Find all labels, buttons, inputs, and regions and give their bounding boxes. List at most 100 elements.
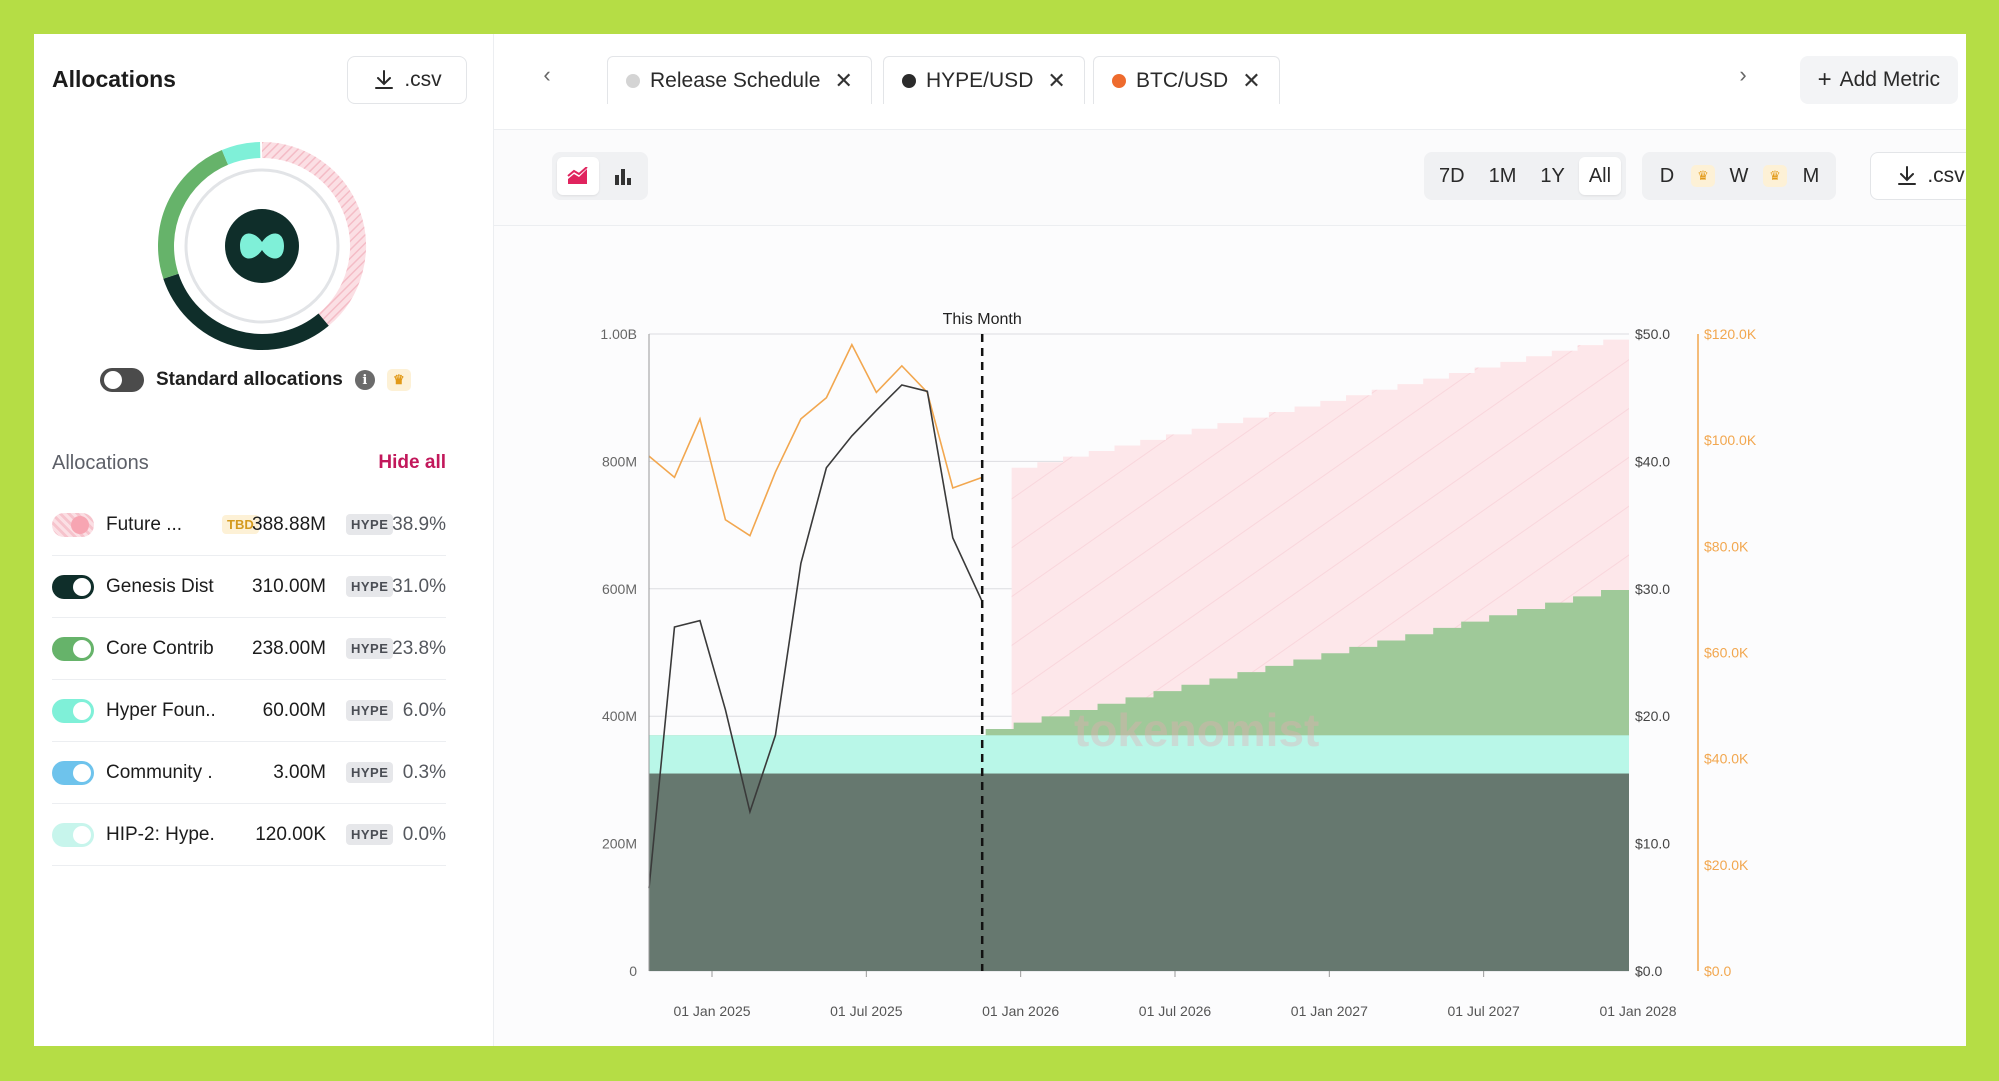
- tab-label: HYPE/USD: [926, 68, 1034, 92]
- release-areas: [649, 334, 1629, 971]
- token-unit-badge: HYPE: [346, 762, 394, 783]
- tab-hype-usd[interactable]: HYPE/USD ✕: [883, 56, 1085, 104]
- range-button-1m[interactable]: 1M: [1488, 164, 1517, 187]
- add-metric-button[interactable]: + Add Metric: [1799, 56, 1958, 104]
- allocation-name: Future ...: [106, 513, 183, 535]
- chart-type-switch: [552, 152, 648, 200]
- allocation-row: Community ... 3.00M HYPE 0.3%: [52, 742, 446, 804]
- tokenomist-watermark: tokenomist: [1074, 704, 1319, 756]
- allocation-percent: 6.0%: [402, 699, 446, 721]
- allocation-name: Hyper Foun...: [106, 699, 214, 721]
- chart-csv-button[interactable]: .csv: [1870, 152, 1966, 200]
- y-right-hype-tick-label: $20.0: [1635, 708, 1670, 724]
- info-icon[interactable]: i: [354, 370, 375, 390]
- y-right-hype-tick-label: $30.0: [1635, 581, 1670, 597]
- tbd-badge: TBD: [222, 515, 259, 534]
- crown-icon: ♛: [386, 369, 411, 391]
- allocation-toggle[interactable]: [52, 822, 94, 847]
- area-chart-icon: [567, 167, 588, 184]
- y-left-tick-label: 400M: [602, 708, 637, 724]
- price-lines: [648, 342, 983, 889]
- x-tick-label: 01 Jan 2028: [1599, 1003, 1676, 1019]
- interval-week-button[interactable]: W: [1729, 164, 1749, 187]
- allocation-name: HIP-2: Hype...: [106, 823, 214, 845]
- allocation-percent: 0.3%: [402, 761, 446, 783]
- y-left-tick-label: 0: [629, 963, 637, 979]
- y-right-hype-tick-label: $0.0: [1635, 963, 1662, 979]
- x-tick-label: 01 Jul 2026: [1139, 1003, 1212, 1019]
- allocation-name: Genesis Dist...: [106, 575, 214, 597]
- area-chart-button[interactable]: [557, 157, 599, 195]
- close-icon[interactable]: ✕: [1242, 67, 1261, 93]
- allocation-amount: 120.00K: [255, 823, 326, 845]
- bar-chart-button[interactable]: [603, 157, 643, 195]
- x-tick-label: 01 Jan 2027: [1291, 1003, 1368, 1019]
- dashboard-card: Allocations .csv Standard allocations i …: [34, 34, 1966, 1046]
- interval-day-button[interactable]: D: [1659, 164, 1675, 187]
- allocations-list-title: Allocations: [52, 452, 149, 474]
- this-month-label: This Month: [943, 311, 1022, 328]
- allocation-toggle[interactable]: [52, 574, 94, 599]
- allocation-toggle[interactable]: [52, 636, 94, 661]
- allocation-percent: 38.9%: [392, 513, 446, 535]
- chevron-right-icon[interactable]: ›: [1739, 62, 1747, 87]
- time-range-switch: 7D 1M 1Y All: [1424, 152, 1627, 200]
- y-right-btc-tick-label: $80.0K: [1704, 538, 1749, 554]
- download-icon: [375, 70, 394, 89]
- metric-tab-bar: ‹ Release Schedule ✕ HYPE/USD ✕ BTC/USD …: [494, 34, 1966, 130]
- allocation-percent: 0.0%: [402, 823, 446, 845]
- tab-btc-usd[interactable]: BTC/USD ✕: [1093, 56, 1280, 104]
- chevron-left-icon[interactable]: ‹: [543, 62, 551, 87]
- tab-label: Release Schedule: [650, 68, 821, 92]
- plus-icon: +: [1817, 66, 1832, 93]
- tab-release-schedule[interactable]: Release Schedule ✕: [607, 56, 872, 104]
- x-tick-label: 01 Jan 2026: [982, 1003, 1059, 1019]
- interval-month-button[interactable]: M: [1802, 164, 1820, 187]
- csv-label: .csv: [404, 68, 442, 91]
- y-left-tick-label: 200M: [602, 836, 637, 852]
- y-right-hype-tick-label: $40.0: [1635, 453, 1670, 469]
- donut-segment: [163, 273, 329, 350]
- range-button-7d[interactable]: 7D: [1439, 164, 1465, 187]
- tab-label: BTC/USD: [1136, 68, 1229, 92]
- y-right-btc-tick-label: $100.0K: [1704, 432, 1757, 448]
- token-unit-badge: HYPE: [346, 576, 394, 597]
- allocations-csv-button[interactable]: .csv: [347, 56, 467, 104]
- x-tick-label: 01 Jul 2027: [1447, 1003, 1520, 1019]
- chart-axes: 0 200M 400M 600M 800M 1.00B $0.0 $10.0 $20.0 $30.…: [600, 326, 1756, 1019]
- allocation-toggle[interactable]: [52, 698, 94, 723]
- range-button-all[interactable]: All: [1578, 157, 1622, 195]
- token-unit-badge: HYPE: [346, 824, 394, 845]
- allocations-list: Future ... TBD 388.88M HYPE 38.9% Genesis Dis…: [52, 494, 446, 866]
- y-left-tick-label: 800M: [602, 453, 637, 469]
- y-right-btc-tick-label: $120.0K: [1704, 326, 1757, 342]
- hide-all-button[interactable]: Hide all: [378, 452, 446, 473]
- btc-usd-line: [648, 342, 983, 537]
- donut-segment: [221, 142, 261, 165]
- x-tick-label: 01 Jul 2025: [830, 1003, 903, 1019]
- range-button-1y[interactable]: 1Y: [1540, 164, 1565, 187]
- close-icon[interactable]: ✕: [1047, 67, 1066, 93]
- x-tick-label: 01 Jan 2025: [673, 1003, 750, 1019]
- allocation-row: Future ... TBD 388.88M HYPE 38.9%: [52, 494, 446, 556]
- release-schedule-chart[interactable]: tokenomist 0 200M 400M 600M 800M 1.00B $0.0 $10…: [494, 226, 1966, 1046]
- allocation-row: HIP-2: Hype... 120.00K HYPE 0.0%: [52, 804, 446, 866]
- y-right-hype-tick-label: $50.0: [1635, 326, 1670, 342]
- allocation-toggle[interactable]: [52, 760, 94, 785]
- y-right-btc-tick-label: $40.0K: [1704, 751, 1749, 767]
- bar-chart-icon: [615, 169, 631, 185]
- y-left-tick-label: 600M: [602, 581, 637, 597]
- hyperliquid-logo-mark: [240, 233, 284, 259]
- close-icon[interactable]: ✕: [834, 67, 853, 93]
- allocation-name: Community ...: [106, 761, 214, 783]
- allocation-percent: 23.8%: [392, 637, 446, 659]
- donut-segment: [261, 142, 366, 326]
- standard-allocations-toggle[interactable]: [100, 368, 144, 392]
- allocations-title: Allocations: [52, 66, 176, 92]
- y-left-tick-label: 1.00B: [600, 326, 637, 342]
- allocation-toggle[interactable]: [52, 512, 94, 537]
- release-schedule-dot: [626, 73, 640, 88]
- allocation-amount: 388.88M: [252, 513, 326, 535]
